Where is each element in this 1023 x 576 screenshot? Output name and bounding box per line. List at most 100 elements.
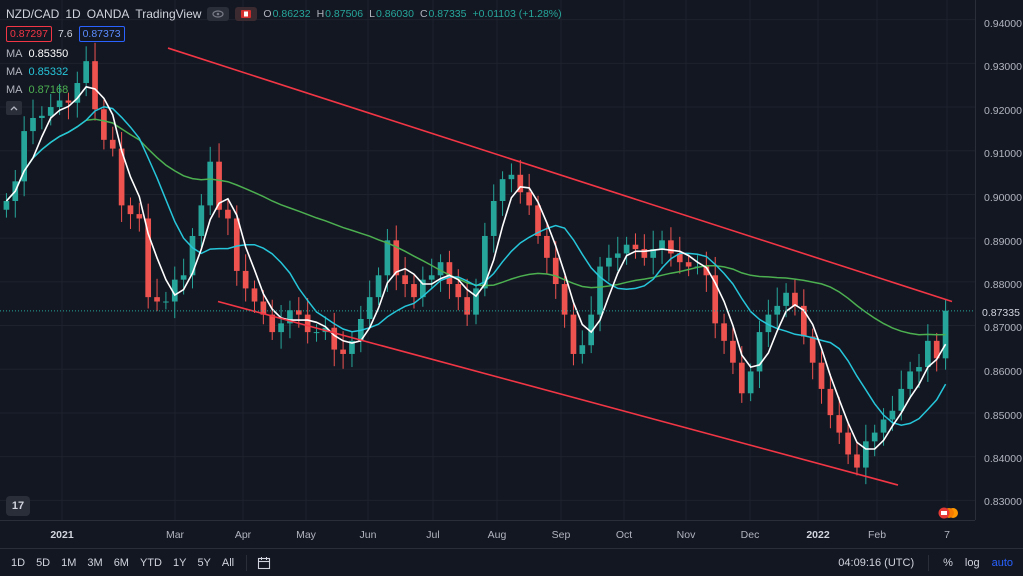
range-1d-button[interactable]: 1D bbox=[11, 556, 26, 569]
candle-body bbox=[109, 139, 116, 149]
candle-body bbox=[632, 244, 639, 250]
candle-body bbox=[74, 83, 81, 103]
range-1y-button[interactable]: 1Y bbox=[172, 556, 187, 569]
candle-body bbox=[898, 388, 905, 411]
time-tick: Nov bbox=[676, 529, 696, 541]
candle-body bbox=[287, 310, 293, 324]
candle-body bbox=[544, 235, 550, 258]
candle-body bbox=[916, 367, 922, 372]
time-tick: 2022 bbox=[806, 529, 830, 541]
candle-body bbox=[3, 201, 10, 210]
candle-body bbox=[659, 240, 665, 250]
candle-body bbox=[428, 275, 435, 280]
range-5y-button[interactable]: 5Y bbox=[197, 556, 211, 569]
symbol-name[interactable]: NZD/CAD bbox=[6, 7, 60, 21]
candle-body bbox=[295, 310, 302, 315]
open-label: O bbox=[263, 8, 272, 20]
range-3m-button[interactable]: 3M bbox=[87, 556, 103, 569]
log-scale-toggle[interactable]: log bbox=[964, 556, 980, 569]
price-tick: 0.93000 bbox=[984, 61, 1022, 73]
price-tick: 0.94000 bbox=[984, 18, 1022, 30]
candle-body bbox=[792, 292, 798, 306]
collapse-legend-icon[interactable] bbox=[6, 101, 22, 115]
candle-body bbox=[623, 244, 630, 254]
date-range-calendar-icon[interactable] bbox=[257, 556, 271, 570]
candle-body bbox=[207, 161, 214, 206]
candle-body bbox=[145, 218, 152, 298]
chart-canvas[interactable] bbox=[0, 0, 975, 520]
price-tick: 0.87000 bbox=[984, 322, 1022, 334]
spread-value: 7.6 bbox=[57, 28, 73, 40]
ma-mid-line bbox=[5, 106, 947, 426]
candle-body bbox=[783, 292, 789, 306]
candle-body bbox=[738, 362, 745, 394]
time-tick: Dec bbox=[740, 529, 760, 541]
current-price-label: 0.87335 bbox=[976, 305, 1023, 321]
candle-body bbox=[154, 297, 160, 302]
candle-body bbox=[685, 262, 692, 267]
candle-body bbox=[756, 332, 763, 372]
change-value: +0.01103 (+1.28%) bbox=[472, 8, 562, 20]
candle-body bbox=[535, 205, 541, 236]
currency-flag-icon[interactable] bbox=[235, 7, 258, 21]
candle-body bbox=[304, 314, 311, 333]
close-value: 0.87335 bbox=[428, 8, 467, 20]
indicator-value: 0.85332 bbox=[28, 66, 69, 78]
candle-body bbox=[765, 314, 772, 333]
candle-body bbox=[854, 454, 860, 468]
tradingview-logo[interactable]: 17 bbox=[6, 496, 30, 516]
visibility-eye-icon[interactable] bbox=[207, 7, 230, 21]
candle-body bbox=[163, 301, 169, 303]
candle-body bbox=[597, 266, 603, 315]
percent-scale-toggle[interactable]: % bbox=[943, 556, 953, 569]
low-value: 0.86030 bbox=[375, 8, 414, 20]
candle-body bbox=[189, 235, 196, 276]
candle-body bbox=[251, 288, 258, 302]
source-label: TradingView bbox=[135, 7, 202, 21]
indicator-row-3[interactable]: MA 0.87168 bbox=[6, 81, 562, 99]
range-ytd-button[interactable]: YTD bbox=[139, 556, 162, 569]
candle-body bbox=[845, 432, 851, 455]
candle-body bbox=[198, 205, 205, 236]
candle-body bbox=[83, 61, 90, 84]
range-6m-button[interactable]: 6M bbox=[113, 556, 129, 569]
candle-body bbox=[871, 432, 878, 442]
indicator-row-2[interactable]: MA 0.85332 bbox=[6, 63, 562, 81]
candle-body bbox=[925, 340, 931, 368]
indicator-label: MA bbox=[6, 48, 23, 60]
time-tick: 7 bbox=[944, 529, 950, 541]
indicator-row-1[interactable]: MA 0.85350 bbox=[6, 45, 562, 63]
time-tick: Mar bbox=[165, 529, 185, 541]
candle-body bbox=[464, 297, 470, 315]
candle-body bbox=[269, 314, 276, 333]
sell-price-button[interactable]: 0.87297 bbox=[6, 26, 52, 42]
candle-body bbox=[721, 323, 727, 341]
candle-body bbox=[420, 279, 426, 298]
candle-body bbox=[880, 419, 887, 433]
range-1m-button[interactable]: 1M bbox=[61, 556, 77, 569]
time-tick: Oct bbox=[615, 529, 633, 541]
candle-body bbox=[552, 257, 559, 285]
buy-price-button[interactable]: 0.87373 bbox=[78, 26, 125, 42]
interval-label[interactable]: 1D bbox=[65, 7, 81, 21]
candle-body bbox=[65, 100, 72, 103]
clock-timezone[interactable]: 04:09:16 (UTC) bbox=[838, 556, 915, 569]
candle-body bbox=[242, 270, 249, 289]
price-axis[interactable]: 0.94000 0.93000 0.92000 0.91000 0.90000 … bbox=[975, 0, 1023, 520]
candle-body bbox=[614, 253, 621, 258]
candle-body bbox=[39, 115, 45, 118]
low-label: L bbox=[369, 8, 375, 20]
events-flag-icon[interactable] bbox=[938, 507, 962, 519]
range-all-button[interactable]: All bbox=[221, 556, 235, 569]
candle-body bbox=[907, 371, 913, 389]
time-axis[interactable]: 2021 Mar Apr May Jun Jul Aug Sep Oct Nov… bbox=[0, 520, 975, 549]
candle-body bbox=[331, 327, 338, 350]
candle-body bbox=[747, 371, 754, 394]
candle-body bbox=[473, 288, 479, 315]
candle-body bbox=[526, 192, 532, 206]
candle-body bbox=[933, 340, 940, 359]
auto-scale-toggle[interactable]: auto bbox=[991, 556, 1013, 569]
range-5d-button[interactable]: 5D bbox=[36, 556, 51, 569]
